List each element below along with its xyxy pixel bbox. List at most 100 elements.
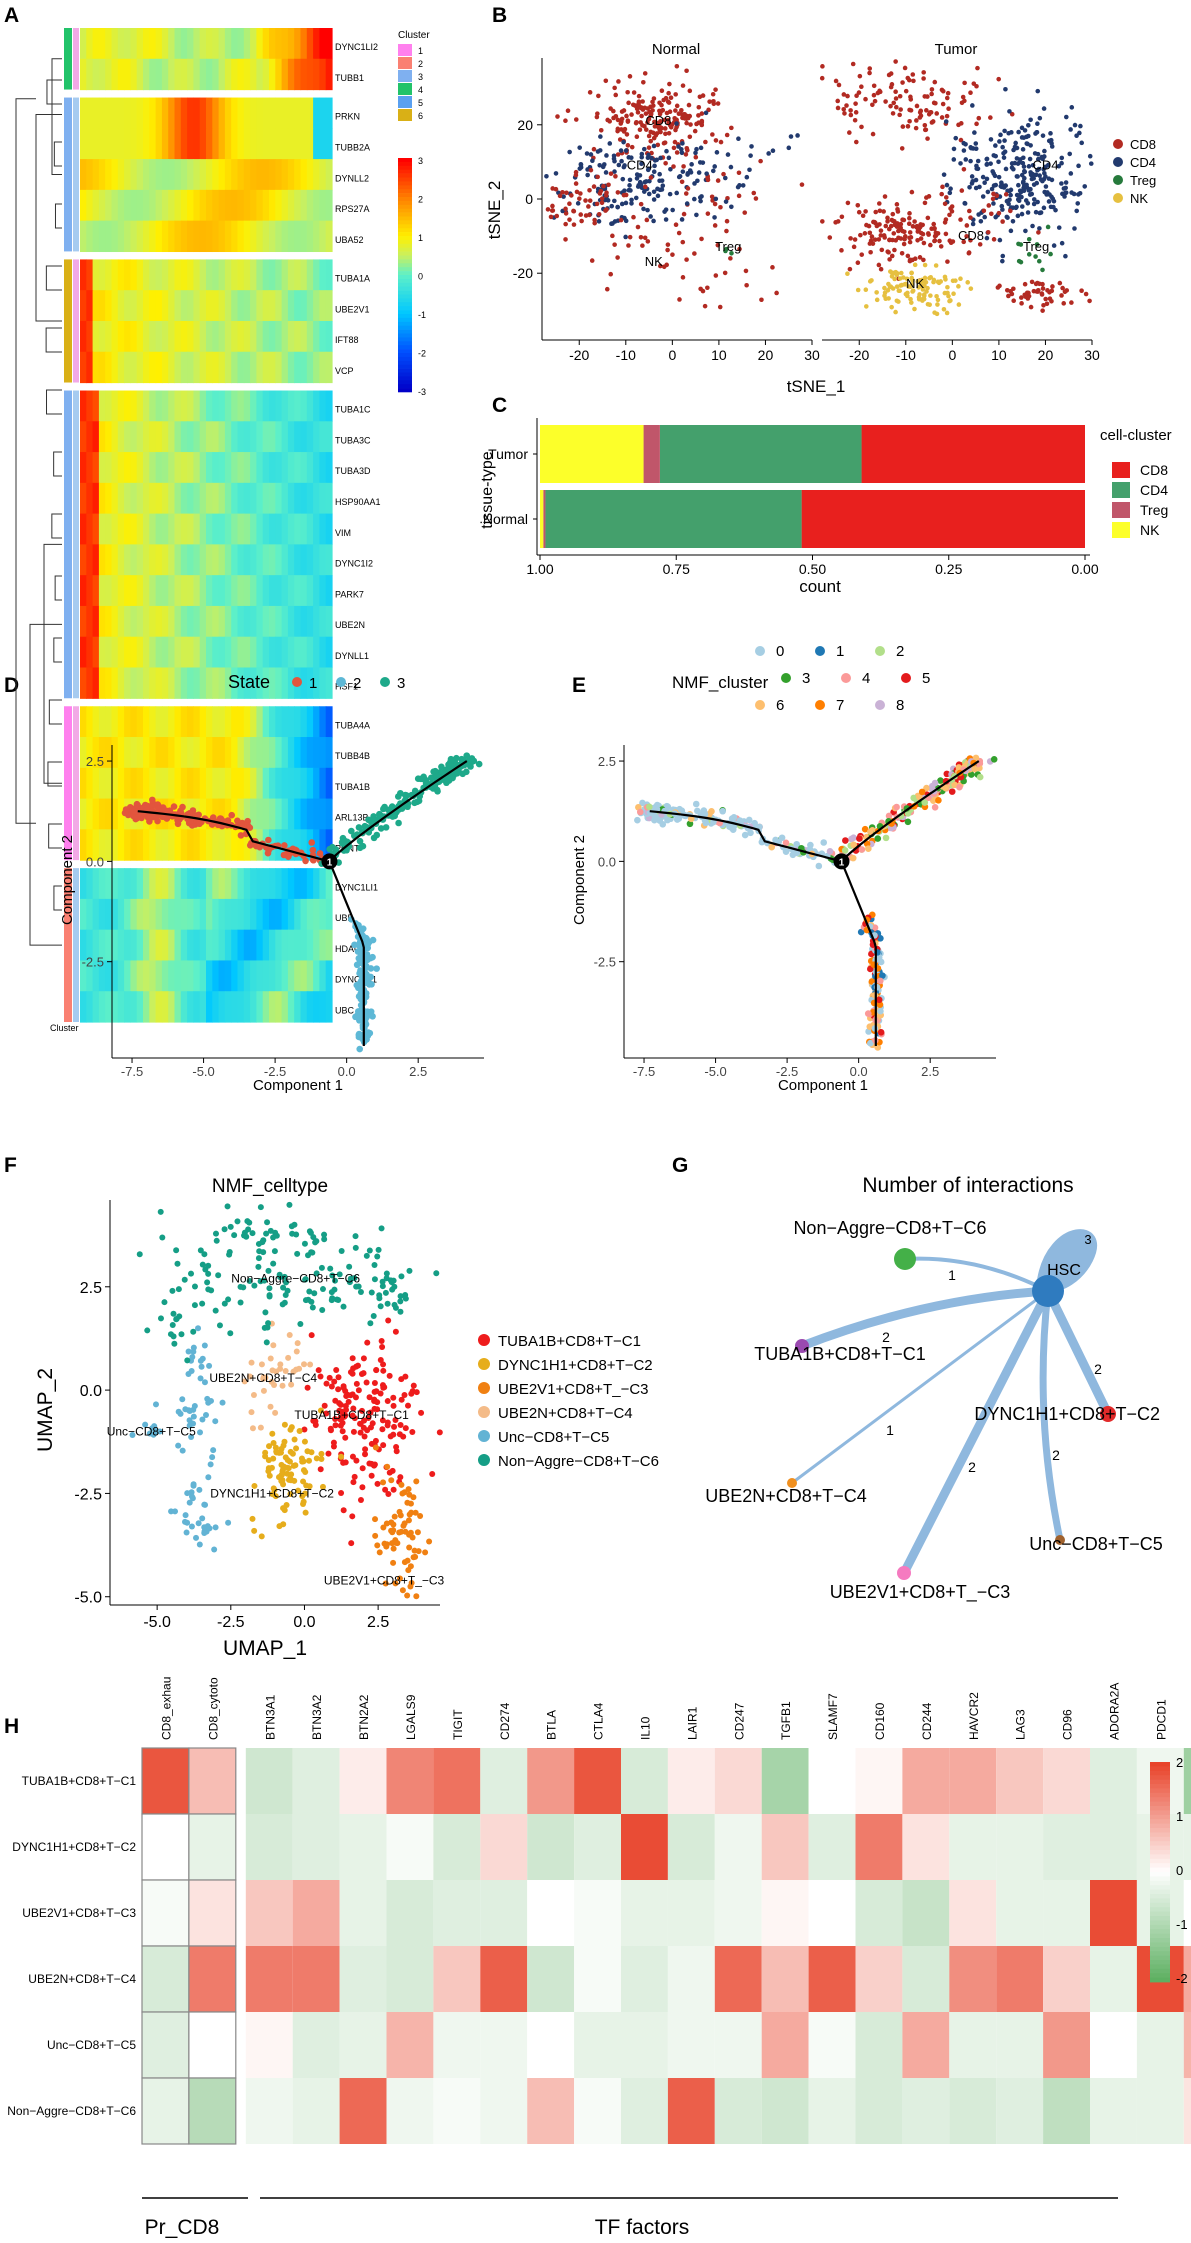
heatmap-cell bbox=[212, 28, 220, 60]
gene-label: TUBA1C bbox=[335, 405, 371, 415]
tsne-point bbox=[986, 203, 992, 208]
tsne-point bbox=[1048, 131, 1053, 136]
heatmap-cell bbox=[281, 960, 289, 992]
tsne-point bbox=[633, 195, 639, 201]
colorbar-segment bbox=[1150, 1911, 1170, 1917]
tsne-point bbox=[966, 250, 972, 256]
heatmap-cell bbox=[319, 421, 327, 453]
x-tick-label: -7.5 bbox=[633, 1064, 655, 1079]
tsne-point bbox=[554, 213, 560, 219]
heatmap-cell bbox=[174, 605, 182, 638]
tsne-point bbox=[863, 96, 868, 102]
heatmap-cell bbox=[294, 97, 302, 129]
umap-point bbox=[208, 1287, 215, 1294]
colorbar-segment bbox=[1150, 1814, 1170, 1820]
heatmap-cell bbox=[237, 960, 245, 992]
heatmap-cell bbox=[224, 575, 232, 607]
heatmap-cell bbox=[808, 1814, 856, 1880]
tsne-point bbox=[603, 78, 609, 84]
heatmap-cell bbox=[231, 960, 239, 992]
heatmap-cell bbox=[161, 513, 169, 545]
tsne-point bbox=[996, 159, 1001, 165]
heatmap-cell bbox=[98, 189, 106, 222]
heatmap-cell bbox=[294, 605, 302, 638]
interaction-edge bbox=[790, 1289, 1050, 1485]
panel-d-legend-title: State bbox=[228, 672, 270, 692]
heatmap-cell bbox=[300, 960, 308, 992]
tsne-point bbox=[645, 155, 651, 161]
umap-point bbox=[366, 1394, 373, 1401]
heatmap-cell bbox=[300, 636, 308, 669]
heatmap-cell bbox=[224, 636, 232, 669]
tsne-point bbox=[897, 276, 903, 281]
heatmap-cell bbox=[187, 513, 194, 545]
umap-point bbox=[339, 1428, 346, 1435]
heatmap-cell bbox=[269, 320, 276, 353]
legend-swatch bbox=[815, 646, 825, 656]
heatmap-cell bbox=[193, 290, 201, 322]
heatmap-cell bbox=[206, 128, 213, 160]
tsne-point bbox=[598, 134, 603, 139]
colorbar-segment bbox=[1150, 1819, 1170, 1824]
tsne-point bbox=[872, 98, 878, 104]
tsne-point bbox=[938, 279, 944, 284]
heatmap-cell bbox=[111, 929, 119, 962]
tsne-point bbox=[980, 194, 986, 199]
heatmap-cell bbox=[218, 960, 226, 992]
colorbar-segment bbox=[398, 376, 412, 381]
heatmap-cell bbox=[855, 1946, 903, 2012]
heatmap-cell bbox=[80, 421, 87, 453]
umap-point bbox=[288, 1223, 295, 1230]
tsne-point bbox=[895, 271, 900, 276]
tsne-point bbox=[1005, 215, 1010, 220]
tsne-point bbox=[713, 196, 719, 202]
heatmap-cell bbox=[105, 929, 113, 962]
tsne-point bbox=[1009, 130, 1014, 135]
heatmap-cell bbox=[231, 259, 239, 291]
tsne-point bbox=[1031, 201, 1037, 207]
trajectory-point bbox=[382, 824, 390, 831]
heatmap-cell bbox=[212, 421, 220, 453]
umap-point bbox=[380, 1524, 387, 1531]
tsne-point bbox=[683, 191, 689, 196]
tsne-point bbox=[736, 193, 742, 199]
tsne-point bbox=[903, 88, 909, 94]
tsne-point bbox=[1043, 184, 1049, 189]
tsne-point bbox=[1033, 131, 1038, 136]
heatmap-cell bbox=[193, 667, 201, 699]
tsne-point bbox=[902, 236, 907, 242]
trajectory-point bbox=[971, 765, 978, 773]
heatmap-cell bbox=[193, 259, 201, 291]
tsne-point bbox=[724, 218, 730, 224]
umap-point bbox=[195, 1520, 202, 1527]
umap-point bbox=[349, 1453, 356, 1460]
trajectory-point bbox=[228, 811, 236, 819]
tsne-point bbox=[712, 164, 718, 169]
umap-point bbox=[413, 1478, 420, 1485]
colorbar-segment bbox=[398, 302, 412, 307]
tsne-point bbox=[1016, 241, 1021, 247]
tsne-point bbox=[722, 175, 728, 181]
colorbar-tick: -1 bbox=[418, 310, 426, 320]
tsne-point bbox=[766, 151, 771, 156]
heatmap-cell bbox=[168, 421, 176, 453]
heatmap-cell bbox=[155, 58, 163, 91]
heatmap-cell bbox=[149, 58, 157, 91]
heatmap-cell bbox=[325, 575, 333, 607]
tsne-point bbox=[943, 217, 949, 222]
heatmap-cell bbox=[105, 351, 113, 384]
umap-point bbox=[321, 1402, 328, 1409]
heatmap-cell bbox=[161, 452, 169, 484]
heatmap-cell bbox=[386, 1814, 434, 1880]
trajectory-point bbox=[174, 820, 182, 828]
gene-label: UBA52 bbox=[335, 235, 364, 245]
colorbar-segment bbox=[1150, 1836, 1170, 1842]
umap-point bbox=[205, 1262, 212, 1269]
heatmap-cell bbox=[243, 868, 251, 900]
heatmap-cell bbox=[262, 259, 270, 291]
legend-swatch bbox=[1112, 482, 1130, 498]
umap-point bbox=[360, 1370, 367, 1377]
heatmap-cell bbox=[224, 829, 232, 861]
heatmap-cell bbox=[212, 898, 220, 931]
x-tick-label: -5.0 bbox=[704, 1064, 726, 1079]
